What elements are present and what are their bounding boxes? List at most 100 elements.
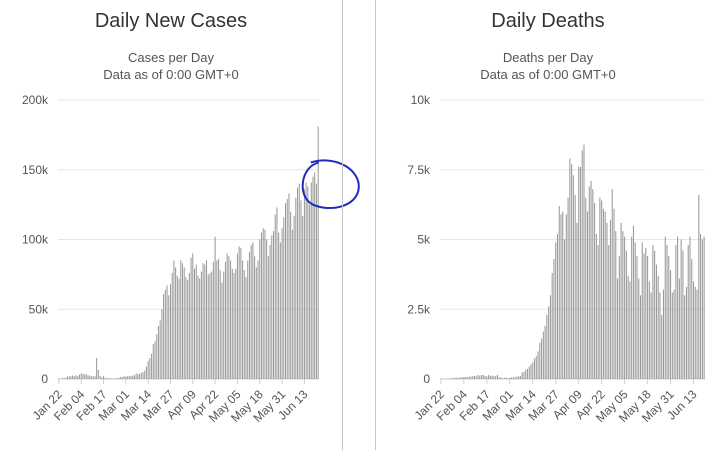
data-bar[interactable] [452,377,454,379]
data-bar[interactable] [564,239,566,380]
data-bar[interactable] [576,222,578,379]
data-bar[interactable] [224,261,226,379]
data-bar[interactable] [94,375,96,379]
data-bar[interactable] [657,275,659,379]
data-bar[interactable] [142,372,144,379]
data-bar[interactable] [493,375,495,379]
data-bar[interactable] [214,236,216,379]
data-bar[interactable] [283,217,285,379]
data-bar[interactable] [703,236,705,379]
data-bar[interactable] [120,377,122,379]
data-bar[interactable] [228,256,230,379]
data-bar[interactable] [449,378,451,379]
data-bar[interactable] [595,233,597,379]
data-bar[interactable] [696,289,698,379]
data-bar[interactable] [240,247,242,379]
data-bar[interactable] [482,375,484,379]
data-bar[interactable] [300,200,302,379]
data-bar[interactable] [666,245,668,379]
data-bar[interactable] [152,344,154,380]
data-bar[interactable] [458,377,460,379]
data-bar[interactable] [535,356,537,379]
data-bar[interactable] [533,358,536,379]
data-bar[interactable] [496,374,498,379]
data-bar[interactable] [267,256,269,379]
data-bar[interactable] [219,270,221,379]
data-bar[interactable] [530,364,532,379]
data-bar[interactable] [121,377,123,379]
data-bar[interactable] [468,376,470,379]
data-bar[interactable] [659,292,661,379]
data-bar[interactable] [84,374,86,379]
data-bar[interactable] [526,368,528,379]
data-bar[interactable] [180,260,182,379]
data-bar[interactable] [307,186,309,379]
data-bar[interactable] [77,376,79,379]
data-bar[interactable] [472,376,474,379]
data-bar[interactable] [608,245,610,379]
data-bar[interactable] [636,256,638,379]
data-bar[interactable] [692,281,695,379]
data-bar[interactable] [63,378,65,379]
data-bar[interactable] [85,374,87,379]
data-bar[interactable] [652,245,654,379]
data-bar[interactable] [514,376,516,379]
data-bar[interactable] [569,158,571,379]
data-bar[interactable] [592,189,594,379]
data-bar[interactable] [118,377,120,379]
data-bar[interactable] [156,334,158,379]
data-bar[interactable] [96,357,98,379]
data-bar[interactable] [230,260,232,379]
data-bar[interactable] [264,229,266,379]
data-bar[interactable] [486,376,488,379]
data-bar[interactable] [178,278,180,379]
data-bar[interactable] [314,172,316,379]
data-bar[interactable] [242,260,244,379]
data-bar[interactable] [655,264,657,379]
data-bar[interactable] [233,272,235,379]
data-bar[interactable] [128,375,130,379]
data-bar[interactable] [154,341,156,379]
data-bar[interactable] [491,375,493,379]
data-bar[interactable] [668,256,670,379]
data-bar[interactable] [567,197,569,379]
data-bar[interactable] [248,252,250,379]
data-bar[interactable] [680,239,682,380]
data-bar[interactable] [274,214,276,379]
data-bar[interactable] [137,374,139,379]
data-bar[interactable] [685,286,687,379]
data-bar[interactable] [645,247,647,379]
data-bar[interactable] [302,215,304,379]
data-bar[interactable] [466,376,468,379]
data-bar[interactable] [58,378,60,379]
data-bar[interactable] [505,377,507,379]
data-bar[interactable] [290,211,292,379]
data-bar[interactable] [700,233,702,379]
data-bar[interactable] [521,372,523,379]
data-bar[interactable] [498,377,500,379]
data-bar[interactable] [269,245,271,379]
data-bar[interactable] [271,235,273,379]
data-bar[interactable] [583,144,585,379]
data-bar[interactable] [109,378,111,379]
data-bar[interactable] [546,314,548,379]
data-bar[interactable] [588,186,590,379]
data-bar[interactable] [255,267,257,379]
data-bar[interactable] [315,183,317,379]
data-bar[interactable] [654,250,656,379]
data-bar[interactable] [579,166,581,379]
data-bar[interactable] [479,375,481,379]
data-bar[interactable] [698,194,700,379]
data-bar[interactable] [678,278,680,379]
data-bar[interactable] [254,256,256,379]
data-bar[interactable] [631,236,633,379]
data-bar[interactable] [102,376,105,379]
data-bar[interactable] [92,376,94,379]
data-bar[interactable] [195,264,197,379]
data-bar[interactable] [147,360,149,379]
data-bar[interactable] [235,268,237,379]
data-bar[interactable] [171,272,173,379]
data-bar[interactable] [212,261,214,379]
data-bar[interactable] [632,225,634,379]
data-bar[interactable] [266,239,268,380]
